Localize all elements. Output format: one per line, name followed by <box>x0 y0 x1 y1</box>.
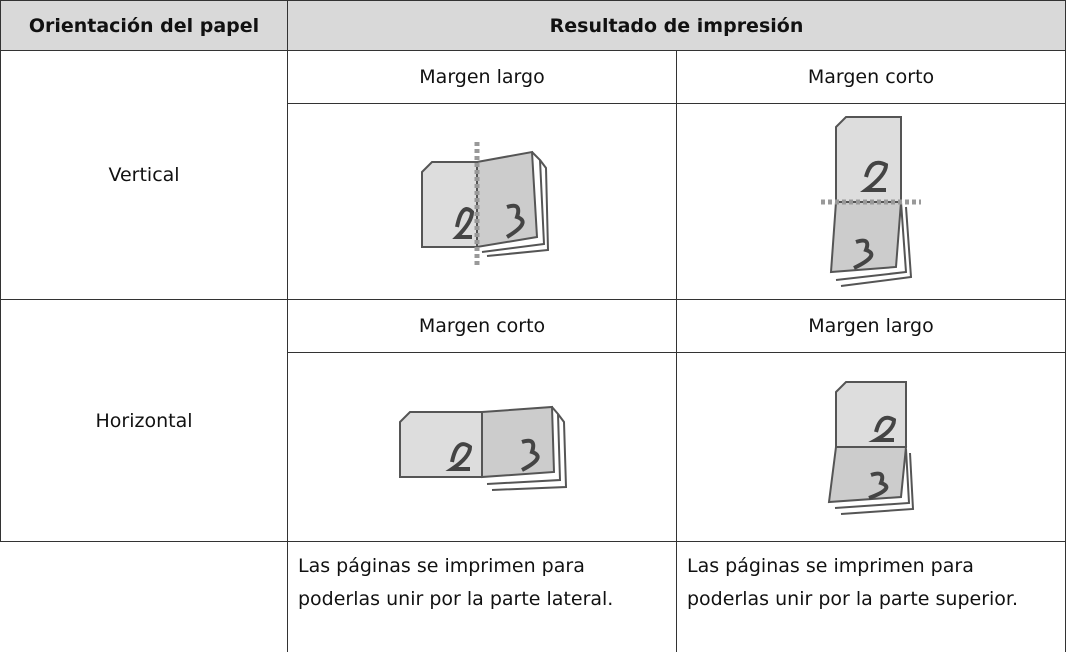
booklet-icon <box>421 141 550 267</box>
binding-cell: Margen corto <box>287 299 677 353</box>
booklet-icon <box>821 115 921 287</box>
illustration-cell <box>676 352 1066 542</box>
note-cell: Las páginas se imprimen para poderlas un… <box>676 541 1066 652</box>
header-cell: Resultado de impresión <box>287 0 1066 51</box>
orientation-cell: Vertical <box>0 50 288 300</box>
binding-cell: Margen corto <box>676 50 1066 104</box>
booklet-icon <box>399 405 568 491</box>
illustration-cell <box>287 352 677 542</box>
note-cell: Las páginas se imprimen para poderlas un… <box>287 541 677 652</box>
binding-cell: Margen largo <box>676 299 1066 353</box>
header-cell: Orientación del papel <box>0 0 288 51</box>
illustration-cell <box>287 103 677 300</box>
booklet-icon <box>827 381 915 515</box>
orientation-cell: Horizontal <box>0 299 288 542</box>
illustration-cell <box>676 103 1066 300</box>
binding-cell: Margen largo <box>287 50 677 104</box>
